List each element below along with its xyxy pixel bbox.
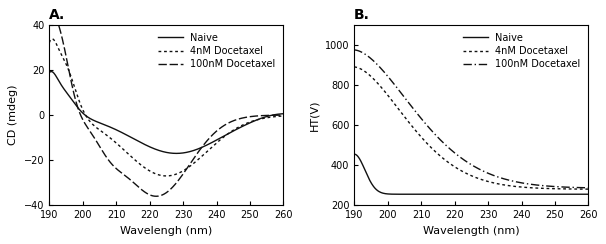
4nM Docetaxel — [542, 187, 550, 190]
Line: Naive: Naive — [49, 71, 284, 153]
100nM Docetaxel — [579, 186, 587, 189]
Legend: Naive, 4nM Docetaxel, 100nM Docetaxel: Naive, 4nM Docetaxel, 100nM Docetaxel — [155, 30, 279, 72]
100nM Docetaxel — [239, 117, 246, 120]
4nM Docetaxel — [45, 41, 53, 44]
4nM Docetaxel — [162, 174, 170, 177]
100nM Docetaxel — [462, 160, 469, 163]
4nM Docetaxel — [478, 178, 485, 181]
4nM Docetaxel — [239, 124, 246, 127]
Naive — [585, 193, 592, 196]
Line: 100nM Docetaxel: 100nM Docetaxel — [355, 50, 588, 188]
100nM Docetaxel — [159, 193, 167, 196]
100nM Docetaxel — [173, 181, 181, 184]
4nM Docetaxel — [490, 182, 498, 184]
4nM Docetaxel — [158, 174, 165, 177]
X-axis label: Wavelength (nm): Wavelength (nm) — [423, 226, 520, 236]
Naive — [543, 193, 550, 196]
100nM Docetaxel — [275, 114, 282, 117]
100nM Docetaxel — [153, 195, 160, 198]
Naive — [280, 112, 287, 115]
Y-axis label: CD (mdeg): CD (mdeg) — [8, 85, 18, 145]
4nM Docetaxel — [280, 114, 287, 117]
Naive — [173, 152, 180, 155]
Naive — [173, 152, 181, 155]
Text: B.: B. — [355, 8, 370, 22]
Y-axis label: HT(V): HT(V) — [309, 99, 319, 131]
Naive — [239, 125, 246, 128]
100nM Docetaxel — [280, 114, 287, 117]
100nM Docetaxel — [542, 184, 550, 187]
Line: Naive: Naive — [355, 154, 588, 194]
Naive — [478, 193, 485, 196]
100nM Docetaxel — [50, 14, 57, 17]
100nM Docetaxel — [186, 163, 193, 166]
Naive — [159, 150, 166, 153]
Text: A.: A. — [49, 8, 65, 22]
100nM Docetaxel — [158, 194, 165, 197]
X-axis label: Wavelengh (nm): Wavelengh (nm) — [120, 226, 213, 236]
100nM Docetaxel — [463, 160, 470, 163]
Naive — [158, 150, 165, 152]
Naive — [275, 113, 282, 116]
Naive — [186, 150, 193, 153]
4nM Docetaxel — [186, 165, 193, 168]
4nM Docetaxel — [275, 115, 282, 118]
Naive — [47, 70, 55, 73]
100nM Docetaxel — [478, 169, 485, 172]
Line: 4nM Docetaxel: 4nM Docetaxel — [355, 67, 588, 189]
100nM Docetaxel — [490, 174, 498, 177]
Naive — [351, 153, 358, 156]
4nM Docetaxel — [173, 173, 181, 175]
Line: 4nM Docetaxel: 4nM Docetaxel — [49, 39, 284, 176]
Naive — [45, 71, 53, 74]
Naive — [579, 193, 587, 196]
4nM Docetaxel — [463, 172, 470, 175]
4nM Docetaxel — [159, 174, 166, 177]
4nM Docetaxel — [579, 188, 587, 191]
Naive — [490, 193, 498, 196]
100nM Docetaxel — [45, 24, 53, 27]
Line: 100nM Docetaxel: 100nM Docetaxel — [49, 16, 284, 196]
Naive — [442, 193, 450, 196]
4nM Docetaxel — [462, 172, 469, 174]
4nM Docetaxel — [351, 65, 358, 68]
4nM Docetaxel — [48, 37, 56, 40]
Naive — [462, 193, 470, 196]
Naive — [464, 193, 471, 196]
Legend: Naive, 4nM Docetaxel, 100nM Docetaxel: Naive, 4nM Docetaxel, 100nM Docetaxel — [461, 30, 584, 72]
4nM Docetaxel — [585, 188, 592, 191]
100nM Docetaxel — [351, 49, 358, 51]
100nM Docetaxel — [585, 186, 592, 189]
